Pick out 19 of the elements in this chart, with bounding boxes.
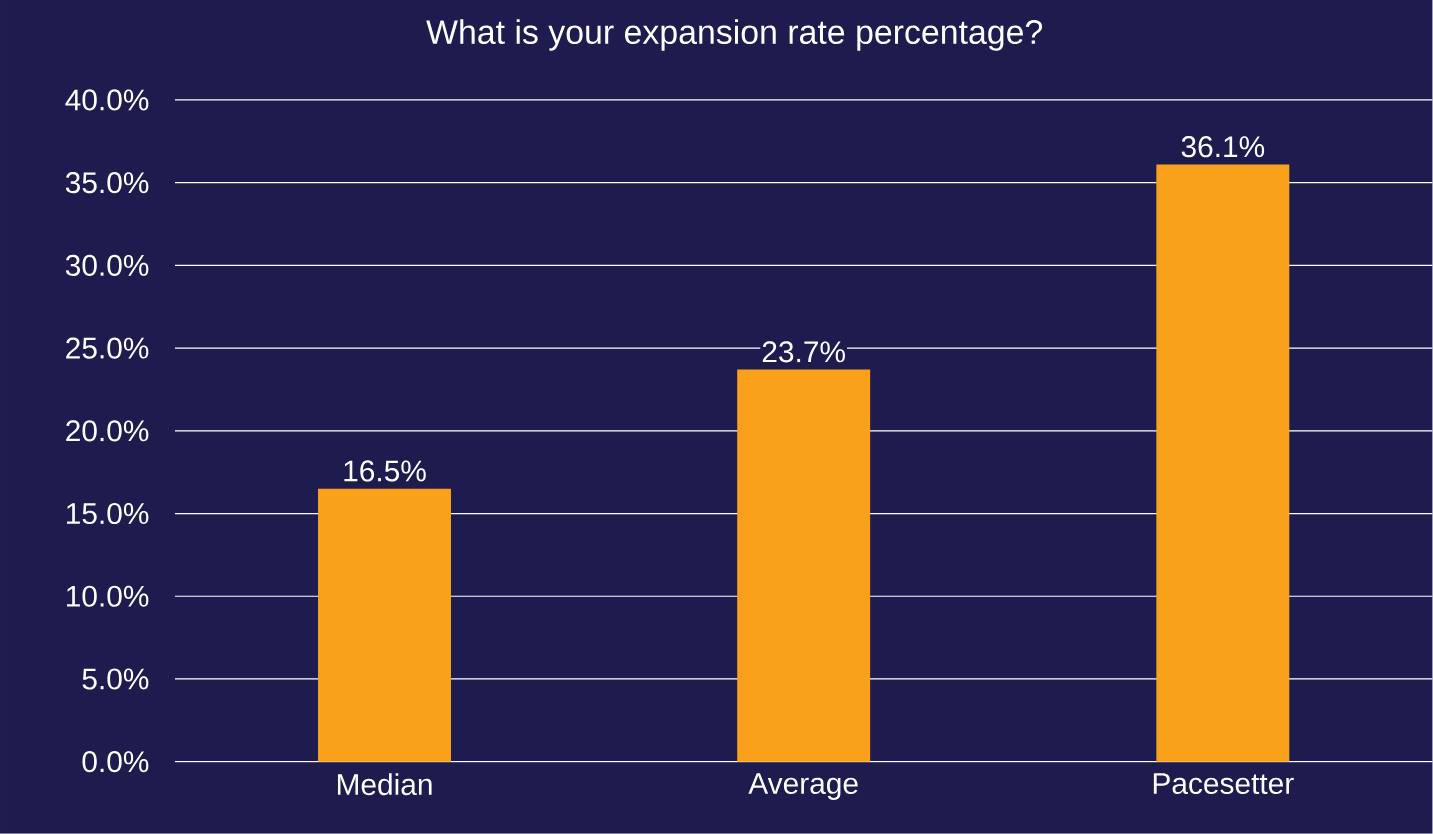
y-tick-label: 25.0% <box>66 337 149 359</box>
bar <box>1156 164 1290 762</box>
bar <box>737 369 871 762</box>
y-tick-label: 15.0% <box>66 503 149 525</box>
y-tick-label: 0.0% <box>82 751 149 773</box>
y-tick-label: 20.0% <box>66 420 149 442</box>
y-tick-label: 5.0% <box>82 668 149 690</box>
y-tick-label: 10.0% <box>66 585 149 608</box>
x-tick-label: Median <box>337 773 432 796</box>
data-label: 23.7% <box>762 341 845 363</box>
y-tick-label: 30.0% <box>65 254 149 277</box>
y-tick-label: 40.0% <box>65 89 149 111</box>
x-tick-label: Pacesetter <box>1153 773 1294 795</box>
bar <box>318 488 451 762</box>
data-label: 16.5% <box>344 460 426 482</box>
x-tick-label: Average <box>748 773 858 801</box>
chart-title: What is your expansion rate percentage? <box>426 19 1043 51</box>
y-tick-label: 35.0% <box>65 172 149 194</box>
data-label: 36.1% <box>1181 136 1265 158</box>
